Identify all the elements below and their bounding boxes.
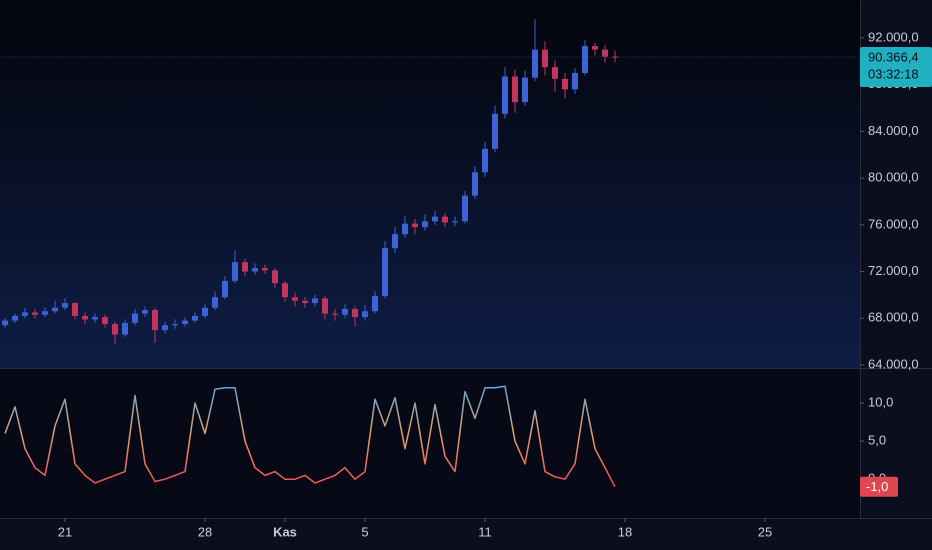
candle-body [272,270,278,284]
candle-body [452,221,458,223]
candle-body [362,311,368,318]
candle-body [92,317,98,320]
candle-body [242,262,248,272]
candle-body [352,308,358,318]
oscillator-line [4,385,616,488]
x-tick-label: 28 [198,524,212,539]
candle-body [32,312,38,315]
y-tick-label: 76.000,0 [868,216,919,231]
candle-body [12,315,18,321]
x-tick-label: 11 [478,524,492,539]
candle-body [372,296,378,312]
candle-body [602,49,608,57]
candle-body [132,313,138,323]
candle-body [82,315,88,320]
candle-body [222,280,228,298]
candle-body [492,113,498,149]
candle-body [2,320,8,326]
candle-body [532,49,538,78]
candle-body [522,77,528,103]
candle-body [302,300,308,304]
candle-body [42,311,48,315]
candle-body [262,268,268,271]
candle-body [22,312,28,316]
osc-last-badge [860,476,898,497]
candle-body [62,303,68,308]
osc-last-label: -1,0 [866,479,888,494]
labels: 64.000,0 68.000,0 72.000,0 76.000,0 80.000,0… [58,29,932,539]
candle-body [402,223,408,235]
last-price-label: 90.366,4 [868,49,919,64]
last-price-badge [860,47,932,88]
candle-body [432,216,438,222]
candle-body [392,234,398,249]
osc-tick-label: 10,0 [868,394,893,409]
candle-body [342,308,348,315]
y-tick-label: 80.000,0 [868,170,919,185]
candle-body [572,72,578,90]
candle-body [282,283,288,298]
price-pane [0,0,860,368]
candle-body [512,76,518,103]
candle-body [482,148,488,173]
candle-body [592,46,598,50]
candle-body [332,313,338,315]
candle-body [172,324,178,326]
candle-body [442,216,448,223]
candle-body [182,320,188,325]
candle-body [322,298,328,314]
y-tick-label: 64.000,0 [868,356,919,371]
candle-body [112,324,118,335]
candle-body [292,297,298,301]
candle-body [212,297,218,308]
candle-body [252,268,258,272]
x-tick-label: 18 [618,524,632,539]
candle-body [412,223,418,228]
x-tick-label: 25 [758,524,772,539]
candle-body [582,46,588,73]
osc-tick-label: 5,0 [868,433,886,448]
candle-body [72,303,78,316]
marks [0,19,864,522]
candle-body [152,310,158,330]
y-tick-label: 84.000,0 [868,123,919,138]
candle-body [382,248,388,297]
candle-body [502,76,508,114]
x-tick-label: Kas [273,524,297,539]
candle-body [232,262,238,281]
countdown-label: 03:32:18 [868,66,919,81]
candle-body [562,78,568,90]
y-tick-label: 92.000,0 [868,29,919,44]
candle-body [472,172,478,196]
y-tick-label: 72.000,0 [868,263,919,278]
candle-body [312,298,318,304]
candle-body [122,322,128,335]
candle-body [462,195,468,222]
candle-body [162,325,168,330]
oscillator-pane [0,369,860,518]
candle-body [52,307,58,312]
candle-body [612,56,618,58]
candle-body [542,49,548,68]
x-tick-label: 5 [361,524,368,539]
candle-body [102,317,108,325]
candle-body [202,307,208,316]
y-tick-label: 68.000,0 [868,310,919,325]
x-tick-label: 21 [58,524,72,539]
candle-body [192,315,198,321]
candle-body [552,67,558,79]
candle-body [142,310,148,314]
candle-body [422,221,428,228]
